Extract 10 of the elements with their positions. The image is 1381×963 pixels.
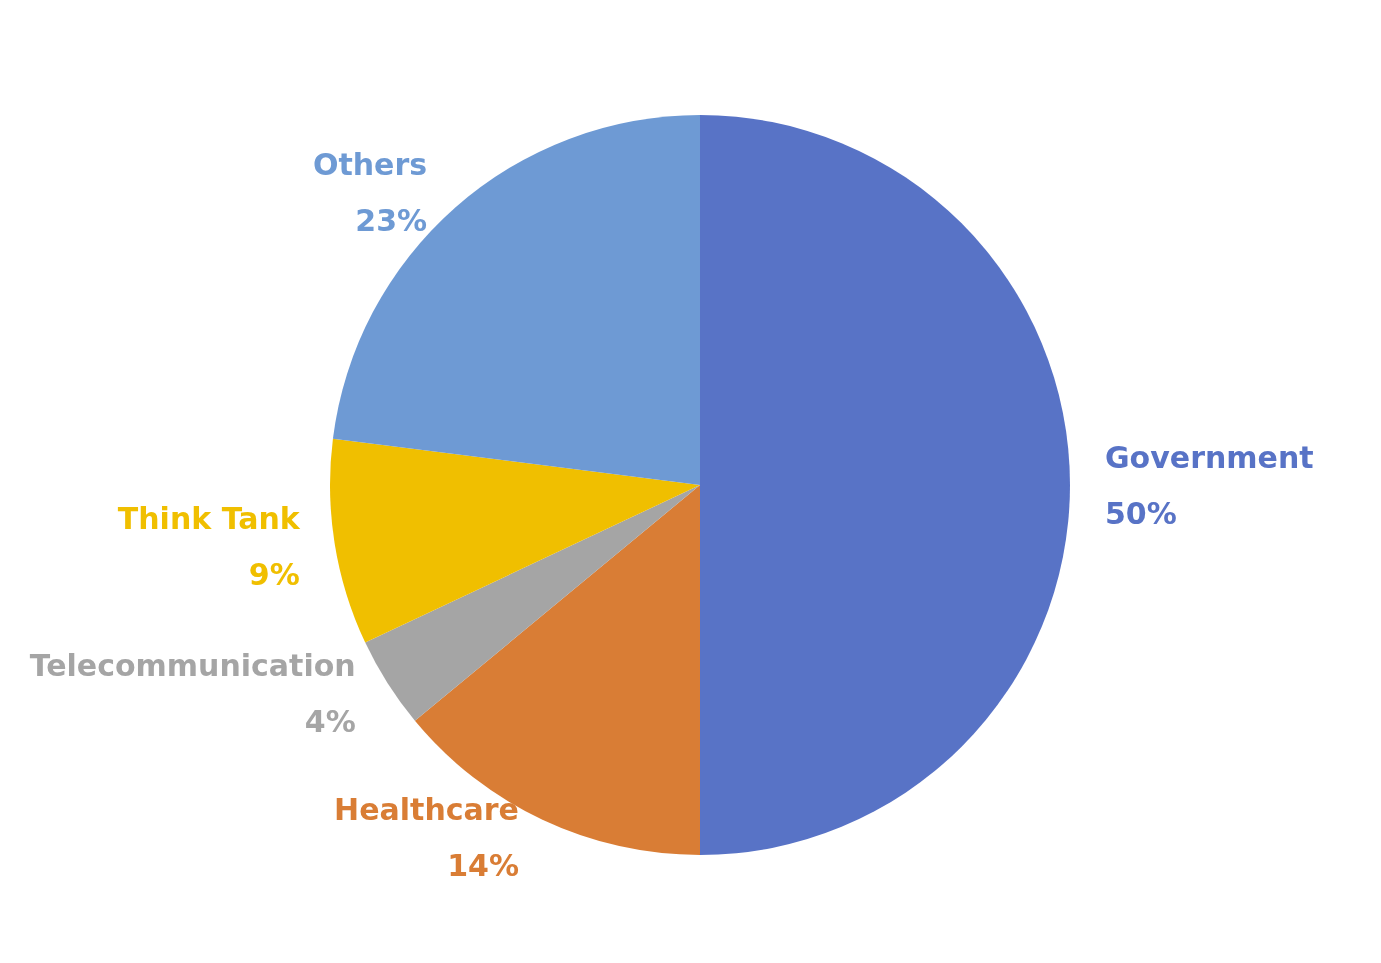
data-label: 9% xyxy=(248,556,300,592)
slice-label: Telecommunication xyxy=(29,648,356,684)
data-label: 4% xyxy=(304,704,356,740)
data-label: 14% xyxy=(447,848,519,884)
data-label: 23% xyxy=(355,202,428,238)
slice-label: Government xyxy=(1105,439,1314,475)
slice-label: Others xyxy=(312,146,428,182)
slice-label: Think Tank xyxy=(117,500,301,536)
slice-label: Healthcare xyxy=(334,792,519,828)
data-label: 50% xyxy=(1105,495,1177,531)
